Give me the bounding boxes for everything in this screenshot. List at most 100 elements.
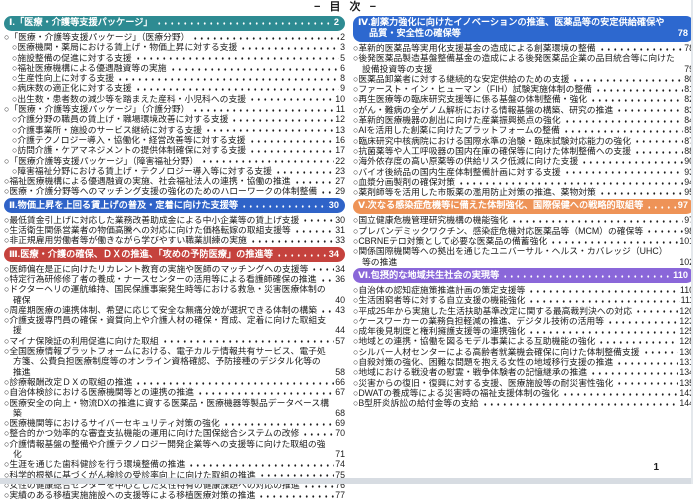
toc-page-number: 10	[335, 93, 345, 104]
toc-entry-text: ○介護テクノロジー導入・協働化・経営改善等に対する支援	[12, 134, 246, 145]
toc-entry: ○自殺対策の強化、困難な問題を抱える女性の地域移行支援の推進 131	[353, 357, 693, 368]
page-title: − 目 次 −	[313, 1, 380, 13]
toc-entry-text: ○平成25年から実施した生活扶助基準改定に関する最高裁判決への対応	[353, 305, 633, 316]
toc-entry: ○障害福祉分野における賃上げ・テクノロジー導入等に対する支援 23	[4, 166, 345, 177]
toc-entry: ○周産期医療の連携体制、希望に応じて安全な無痛分娩が選択できる体制の構築 43	[4, 304, 345, 316]
toc-entry-text: ○再生医療等の臨床研究支援等に係る基盤の体制整備・強化	[353, 94, 588, 105]
toc-entry-text: ○非正規雇用労働者等が働きながら学びやすい職業訓練の実施	[4, 235, 247, 246]
toc-page-number: 125	[679, 326, 693, 337]
toc-entry: ○福祉医療機構による優遇融資の実施、社会福祉法人の連携・協働の推進 27	[4, 176, 345, 187]
toc-entry-text: ○福祉医療機構による優遇融資等の実施	[12, 62, 167, 73]
toc-page-number: 82	[684, 94, 693, 105]
dot-leader	[674, 257, 679, 267]
toc-entry-text: ○生活困窮者等に対する自立支援の機能強化	[353, 295, 526, 306]
dot-leader	[526, 327, 679, 337]
toc-entry: ○生涯を通じた歯科健診を行う環境整備の推進 74	[4, 459, 345, 470]
toc-page-number: 12	[335, 114, 345, 125]
dot-leader	[679, 64, 684, 74]
toc-entry: ○自治体検診における医療機関等との連携の推進 67	[4, 387, 345, 398]
toc-page-number: 74	[335, 459, 345, 470]
toc-entry-text: ○抗菌薬等や人工呼吸器の国内在庫の確保等に向けた体制整備への支援	[353, 145, 632, 156]
toc-page-number: 85	[684, 125, 693, 136]
toc-entry: ○国立健康危機管理研究機構の機能強化 97	[353, 215, 693, 226]
dot-leader	[672, 30, 677, 39]
toc-page-number: 79	[684, 63, 693, 74]
toc-entry-text: ○地域における戦没者の慰霊・戦争体験者の記憶継承の推進	[353, 367, 588, 378]
toc-entry: ○CBRNEテロ対策として必要な医薬品の備蓄強化 101	[353, 236, 693, 247]
toc-page-number: 3	[340, 42, 345, 53]
toc-entry-text: ○CBRNEテロ対策として必要な医薬品の備蓄強化	[353, 236, 548, 247]
dot-leader	[633, 306, 679, 316]
dot-leader	[190, 105, 335, 115]
toc-entry: ○医師偏在是正に向けたリカレント教育の実施や医師のマッチングへの支援等 34	[4, 264, 345, 274]
dot-leader	[614, 358, 679, 368]
toc-entry: ○DWATの養成等による災害時の福祉支援体制の強化 143	[353, 388, 693, 399]
toc-page-number: 40	[335, 294, 345, 305]
dot-leader	[239, 201, 328, 211]
dot-leader	[632, 147, 684, 157]
toc-page-number: 44	[335, 325, 345, 336]
dot-leader	[559, 389, 679, 399]
dot-leader	[640, 348, 679, 358]
toc-page-number: 2	[333, 17, 339, 27]
toc-entry: ○自治体の認知症施策推進計画の策定支援等 110	[353, 285, 693, 296]
toc-page-number: 67	[335, 387, 345, 398]
dot-leader	[317, 275, 335, 285]
dot-leader	[479, 399, 679, 409]
dot-leader	[256, 470, 335, 480]
toc-entry: ○革新的医療機器の創出に向けた産業振興拠点の強化 84	[353, 115, 693, 126]
toc-entry: ○介護情報基盤の整備や介護テクノロジー開発企業等への支援等に向けた取組の強化 71	[4, 439, 345, 460]
toc-entry-text: ○国立健康危機管理研究機構の機能強化	[353, 215, 508, 226]
toc-entry: ○病床数の適正化に対する支援 9	[4, 83, 345, 94]
dot-leader	[614, 378, 679, 388]
toc-page-number: 58	[335, 366, 345, 377]
toc-entry-text: ○災害からの復旧・復興に対する支援、医療施設等の耐災害性強化	[353, 377, 614, 388]
toc-entry: ○福祉医療機構による優遇融資等の実施 6	[4, 62, 345, 74]
toc-entry-text: ○福祉医療機構による優遇融資の実施、社会福祉法人の連携・協働の推進	[4, 176, 291, 187]
dot-leader	[592, 85, 684, 95]
toc-section-title: Ⅲ.医療・介護の確保、ＤＸの推進、「攻めの予防医療」の推進等	[9, 248, 273, 259]
toc-page-number: 22	[335, 155, 345, 166]
toc-entry: ○革新的医薬品等実用化支援基金の造成による創薬環境の整備 78	[353, 43, 693, 54]
dot-leader	[644, 202, 677, 212]
toc-page-number: 88	[684, 145, 693, 156]
toc-entry: ○医薬品卸業者に対する継続的な安定供給のための支援 80	[353, 74, 693, 85]
toc-section-header: Ⅲ.医療・介護の確保、ＤＸの推進、「攻めの予防医療」の推進等 34	[4, 247, 345, 263]
page-number-footer: 1	[653, 462, 659, 473]
toc-entry-text: ○周産期医療の連携体制、希望に応じて安全な無痛分娩が選択できる体制の構築	[4, 304, 318, 315]
toc-entry: ○診療報酬改定ＤＸの取組の推進 66	[4, 376, 345, 388]
dot-leader	[588, 95, 684, 105]
toc-page-number: 110	[673, 269, 688, 280]
toc-page-number: 98	[684, 225, 693, 236]
toc-entry: ○海外依存度の高い原薬等の供給リスク低減に向けた支援 90	[353, 156, 693, 167]
toc-entry: ○「医療介護等支援パッケージ」（障害福祉分野） 22	[4, 156, 345, 166]
toc-entry: ○実績のある移植実施施設への支援等による移植医療対策の推進 77	[4, 490, 345, 500]
toc-entry: ○訪問介護・ケアマネジメントの提供体制確保に対する支援 17	[4, 145, 345, 156]
dot-leader	[167, 64, 340, 74]
toc-entry-text: ○自殺対策の強化、困難な問題を抱える女性の地域移行支援の推進	[353, 357, 614, 368]
toc-page-number: 97	[684, 215, 693, 226]
dot-leader	[508, 216, 684, 226]
toc-entry: ○ファースト・イン・ヒューマン（FIH）試験実施体制の整備 81	[353, 84, 693, 95]
dot-leader	[330, 409, 335, 419]
toc-page-number: 128	[679, 336, 693, 347]
toc-entry-text: ○血漿分画製剤の確保対策	[353, 176, 456, 187]
dot-leader	[330, 295, 335, 305]
toc-page-number: 144	[679, 398, 693, 409]
toc-entry: ○生活衛生関係営業者の物価高騰への対応に向けた価格転嫁の取組支援等 31	[4, 225, 345, 236]
toc-entry-text: ○介護分野の職員の賃上げ・職場環境改善に対する支援	[12, 114, 229, 125]
dot-leader	[300, 429, 335, 439]
toc-entry-text: ○薬剤師等を活用した市販薬の濫用防止対策の推進、薬物対策	[353, 187, 596, 198]
dot-leader	[273, 250, 328, 260]
toc-entry-text: ○ファースト・イン・ヒューマン（FIH）試験実施体制の整備	[353, 84, 592, 95]
dot-leader	[132, 84, 340, 94]
dot-leader	[194, 388, 335, 398]
toc-page-number: 135	[679, 377, 693, 388]
toc-entry: ○B型肝炎訴訟の給付金等の支給 144	[353, 398, 693, 409]
toc-page-number: 16	[335, 134, 345, 145]
toc-page-number: 33	[335, 235, 345, 246]
dot-leader	[291, 177, 335, 187]
toc-page-number: 78	[677, 28, 688, 38]
toc-page-number: 66	[335, 376, 345, 387]
dot-leader	[632, 136, 684, 146]
